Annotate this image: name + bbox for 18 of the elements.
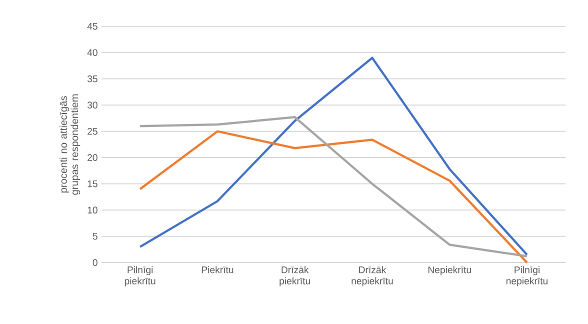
y-tick-label: 0 xyxy=(92,258,98,266)
y-tick-label: 35 xyxy=(87,75,98,82)
x-tick-label: Nepiekrītu xyxy=(428,266,471,275)
x-tick-label: Pilnīgi piekrītu xyxy=(124,266,156,286)
y-tick-label: 20 xyxy=(88,154,98,161)
y-tick-label: 15 xyxy=(88,180,98,187)
y-tick-label: 5 xyxy=(92,232,98,240)
y-axis-title: procenti no attiecīgās grupas respondentiem xyxy=(60,94,80,195)
y-tick-label: 10 xyxy=(88,206,98,214)
y-tick-label: 40 xyxy=(87,48,98,56)
y-tick-label: 30 xyxy=(87,101,98,108)
x-tick-label: Drīzāk nepiekrītu xyxy=(352,266,393,286)
y-tick-label: 45 xyxy=(87,22,98,30)
y-tick-label: 25 xyxy=(88,128,98,135)
x-tick-label: Pilnīgi nepiekrītu xyxy=(506,266,548,286)
x-tick-label: Piekrītu xyxy=(202,266,234,274)
x-tick-label: Drīzāk piekrītu xyxy=(280,266,310,286)
line-series xyxy=(138,56,528,256)
